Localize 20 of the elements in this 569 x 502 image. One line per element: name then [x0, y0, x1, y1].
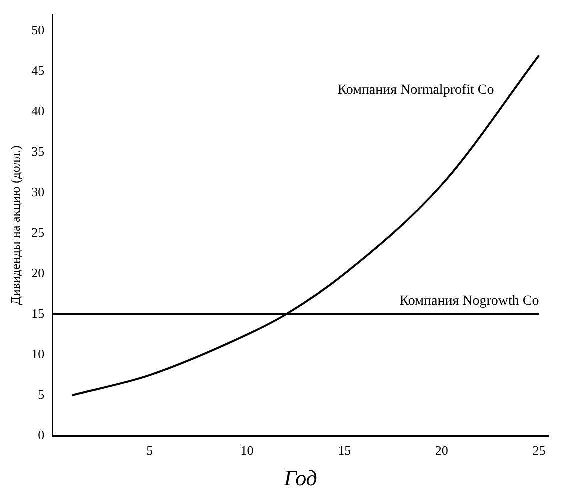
y-tick-label: 35 — [32, 144, 45, 160]
y-tick-label: 30 — [32, 184, 45, 200]
x-tick-label: 15 — [338, 443, 352, 458]
y-tick-label: 25 — [32, 225, 45, 240]
y-axis-title: Дивиденды на акцию (долл.) — [8, 146, 24, 306]
x-axis-title: Год — [283, 466, 318, 491]
y-tick-label: 20 — [32, 266, 45, 280]
series-label: Компания Normalprofit Co — [338, 83, 494, 98]
y-tick-label: 5 — [38, 386, 45, 402]
y-tick-label: 45 — [32, 63, 45, 78]
y-tick-label: 15 — [32, 306, 45, 321]
x-tick-label: 5 — [146, 443, 154, 458]
x-tick-label: 25 — [532, 443, 546, 458]
y-tick-label: 10 — [32, 346, 45, 362]
x-tick-label: 10 — [240, 443, 254, 458]
y-tick-label: 0 — [38, 427, 45, 442]
series-label: Компания Nogrowth Co — [400, 294, 540, 310]
y-tick-label: 40 — [32, 104, 45, 119]
x-tick-label: 20 — [435, 443, 448, 458]
y-tick-label: 50 — [32, 22, 45, 38]
